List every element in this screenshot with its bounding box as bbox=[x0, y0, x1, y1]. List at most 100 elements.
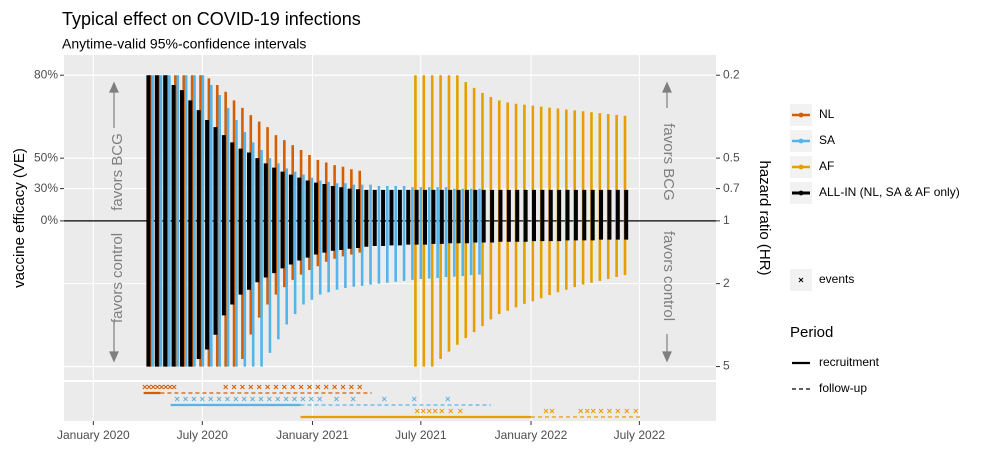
event bbox=[199, 396, 205, 402]
event bbox=[357, 384, 363, 390]
event bbox=[233, 396, 239, 402]
event bbox=[332, 384, 337, 390]
y2-tick-label: 0.7 bbox=[723, 181, 740, 195]
event bbox=[273, 384, 279, 390]
legend-label: AF bbox=[819, 159, 834, 173]
event bbox=[457, 408, 463, 414]
event bbox=[142, 384, 148, 390]
event bbox=[448, 408, 454, 414]
legend-key bbox=[798, 277, 804, 283]
legend-label: ALL-IN (NL, SA & AF only) bbox=[819, 185, 960, 199]
event bbox=[258, 396, 264, 402]
event bbox=[281, 384, 287, 390]
event bbox=[183, 396, 188, 402]
event bbox=[290, 384, 296, 390]
legend: NL SA AF ALL-IN (NL, SA & AF only) events Per… bbox=[790, 104, 960, 395]
x-tick-label: January 2022 bbox=[495, 428, 568, 442]
event bbox=[240, 384, 245, 390]
event bbox=[323, 384, 329, 390]
event bbox=[334, 396, 339, 402]
event bbox=[300, 396, 306, 402]
event bbox=[174, 396, 180, 402]
legend-key-point bbox=[798, 164, 804, 170]
event bbox=[598, 408, 604, 414]
event bbox=[167, 384, 173, 390]
y2-tick-label: 0.2 bbox=[723, 67, 740, 81]
annotation: favors BCG bbox=[660, 123, 677, 201]
event bbox=[590, 408, 596, 414]
event bbox=[308, 396, 314, 402]
chart-subtitle: Anytime-valid 95%-confidence intervals bbox=[62, 36, 306, 52]
event bbox=[298, 384, 304, 390]
event bbox=[267, 396, 272, 402]
x-tick-label: July 2021 bbox=[395, 428, 447, 442]
event bbox=[414, 408, 420, 414]
annotation-arrows bbox=[109, 81, 672, 363]
y2-tick-label: 2 bbox=[723, 276, 730, 290]
annotation: favors BCG bbox=[109, 133, 126, 211]
y-tick-label: 0% bbox=[41, 213, 59, 227]
event bbox=[163, 384, 169, 390]
event bbox=[171, 384, 177, 390]
y2-tick-label: 1 bbox=[723, 213, 730, 227]
event bbox=[439, 408, 445, 414]
event bbox=[543, 408, 549, 414]
y2-axis-title: hazard ratio (HR) bbox=[756, 160, 773, 275]
event bbox=[283, 396, 289, 402]
chart-title: Typical effect on COVID-19 infections bbox=[62, 9, 361, 29]
legend-label: follow-up bbox=[819, 381, 867, 395]
event bbox=[445, 396, 451, 402]
event bbox=[578, 408, 584, 414]
event bbox=[223, 384, 229, 390]
event bbox=[549, 408, 555, 414]
y-axis-title: vaccine efficacy (VE) bbox=[11, 148, 28, 288]
event bbox=[150, 384, 156, 390]
event bbox=[256, 384, 262, 390]
event bbox=[265, 384, 270, 390]
event bbox=[155, 384, 160, 390]
y-tick-label: 50% bbox=[34, 150, 58, 164]
event bbox=[607, 408, 612, 414]
annotation: favors control bbox=[109, 233, 126, 323]
event bbox=[159, 384, 164, 390]
legend-label: recruitment bbox=[819, 355, 880, 369]
event bbox=[250, 396, 255, 402]
marks bbox=[64, 75, 716, 419]
legend-key-point bbox=[798, 190, 804, 196]
event bbox=[340, 384, 346, 390]
y2-tick-label: 0.5 bbox=[723, 150, 740, 164]
event bbox=[292, 396, 297, 402]
event bbox=[231, 384, 237, 390]
event bbox=[216, 396, 222, 402]
y2-tick-label: 5 bbox=[723, 359, 730, 373]
legend-label: events bbox=[819, 272, 854, 286]
event bbox=[584, 408, 590, 414]
event bbox=[426, 408, 432, 414]
event bbox=[241, 396, 247, 402]
event bbox=[248, 384, 254, 390]
event bbox=[615, 408, 621, 414]
event bbox=[208, 396, 214, 402]
event bbox=[432, 408, 438, 414]
event bbox=[146, 384, 152, 390]
event bbox=[350, 396, 356, 402]
legend-title: Period bbox=[790, 324, 833, 341]
event bbox=[633, 408, 639, 414]
event bbox=[624, 408, 630, 414]
legend-key-point bbox=[798, 138, 804, 144]
x-tick-label: July 2022 bbox=[614, 428, 666, 442]
x-tick-label: January 2021 bbox=[276, 428, 349, 442]
annotation: favors control bbox=[660, 231, 677, 321]
legend-label: SA bbox=[819, 133, 835, 147]
y-tick-label: 80% bbox=[34, 67, 58, 81]
event bbox=[420, 408, 426, 414]
event bbox=[191, 396, 197, 402]
event bbox=[275, 396, 281, 402]
x-tick-label: January 2020 bbox=[57, 428, 130, 442]
y-tick-label: 30% bbox=[34, 181, 58, 195]
event bbox=[307, 384, 312, 390]
event bbox=[317, 396, 323, 402]
event bbox=[225, 396, 230, 402]
event bbox=[315, 384, 321, 390]
